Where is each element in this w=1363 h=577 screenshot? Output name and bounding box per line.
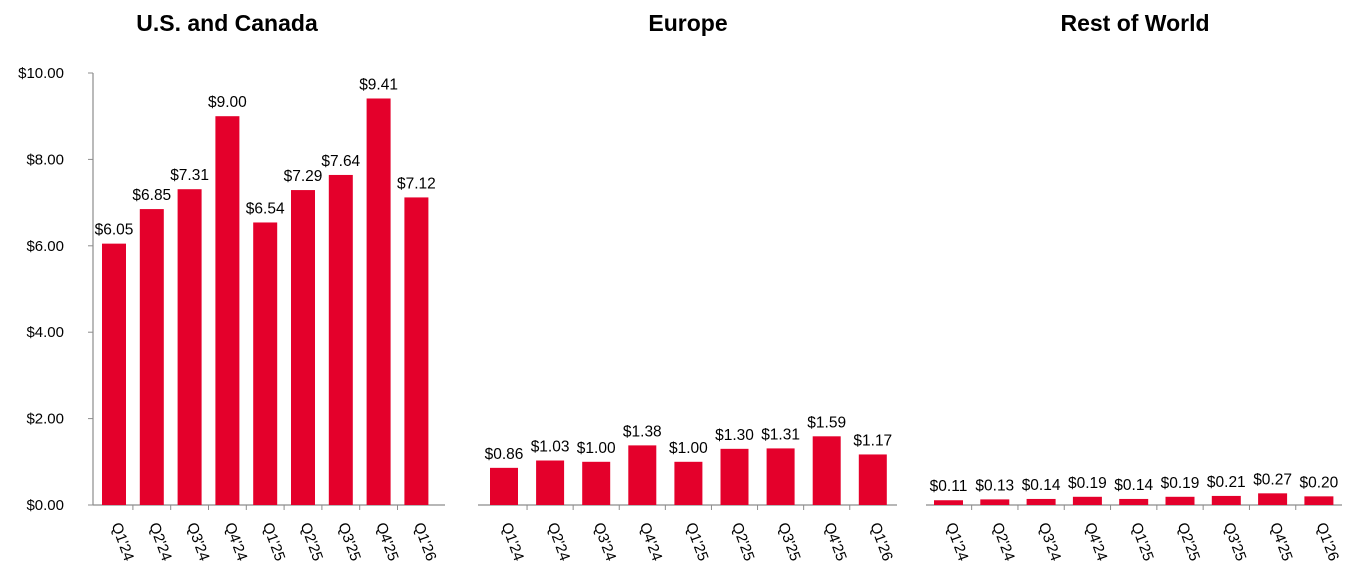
bar (1026, 498, 1056, 505)
bar (812, 436, 841, 505)
y-tick-label: $8.00 (26, 151, 64, 168)
bar (1119, 498, 1149, 505)
x-tick-label: Q2'24 (988, 520, 1018, 563)
x-tick-label: Q1'26 (410, 520, 440, 563)
x-tick-label: Q3'24 (590, 520, 620, 563)
data-label: $6.85 (132, 187, 171, 204)
bar (215, 116, 240, 505)
y-tick-label: $6.00 (26, 238, 64, 255)
bar (328, 174, 353, 505)
bar (1211, 495, 1241, 505)
data-label: $1.59 (807, 414, 846, 431)
x-tick-label: Q2'25 (297, 520, 327, 563)
data-label: $0.20 (1300, 474, 1339, 491)
x-tick-label: Q3'25 (774, 520, 804, 563)
data-label: $0.14 (1114, 477, 1153, 494)
data-label: $1.17 (853, 432, 892, 449)
data-label: $6.05 (95, 222, 134, 239)
data-label: $1.30 (715, 427, 754, 444)
bar (980, 499, 1010, 505)
data-label: $9.00 (208, 94, 247, 111)
data-label: $1.00 (669, 440, 708, 457)
bar (1258, 493, 1288, 505)
x-tick-label: Q1'24 (498, 520, 528, 563)
data-label: $1.00 (577, 440, 616, 457)
data-label: $0.86 (485, 446, 524, 463)
data-label: $0.21 (1207, 474, 1246, 491)
data-label: $9.41 (359, 76, 398, 93)
bar (1072, 496, 1102, 505)
bar (934, 500, 963, 505)
chart-title-3: Rest of World (1060, 10, 1209, 36)
chart-title-2: Europe (648, 10, 727, 36)
bar (404, 197, 429, 505)
x-tick-label: Q4'25 (820, 520, 850, 563)
x-tick-label: Q1'26 (1313, 520, 1343, 563)
data-label: $7.31 (170, 167, 209, 184)
data-label: $7.64 (321, 153, 360, 170)
data-label: $1.38 (623, 423, 662, 440)
x-tick-label: Q3'25 (1220, 520, 1250, 563)
x-tick-label: Q4'24 (221, 520, 251, 563)
bar (102, 243, 126, 505)
y-tick-label: $0.00 (26, 497, 64, 514)
x-tick-label: Q4'25 (372, 520, 402, 563)
bar (139, 209, 164, 505)
bar (858, 454, 887, 505)
data-label: $7.12 (397, 175, 436, 192)
x-tick-label: Q4'24 (636, 520, 666, 563)
x-tick-label: Q4'25 (1266, 520, 1296, 563)
y-tick-label: $2.00 (26, 411, 64, 428)
y-tick-label: $10.00 (18, 65, 64, 82)
x-tick-label: Q2'24 (544, 520, 574, 563)
y-tick-label: $4.00 (26, 324, 64, 341)
x-tick-label: Q1'26 (866, 520, 896, 563)
data-label: $0.11 (930, 478, 968, 495)
data-label: $1.31 (761, 426, 800, 443)
x-tick-label: Q2'25 (1174, 520, 1204, 563)
bar (490, 467, 518, 505)
bar (536, 460, 565, 505)
data-label: $1.03 (531, 439, 570, 456)
data-label: $0.19 (1068, 475, 1107, 492)
data-label: $0.14 (1022, 477, 1061, 494)
x-tick-label: Q3'25 (334, 520, 364, 563)
bar (253, 222, 278, 506)
data-label: $7.29 (284, 168, 323, 185)
bar (766, 448, 795, 505)
data-label: $0.13 (975, 477, 1014, 494)
x-tick-label: Q3'24 (183, 520, 213, 563)
x-tick-label: Q1'25 (259, 520, 289, 563)
x-tick-label: Q1'25 (1127, 520, 1157, 563)
x-tick-label: Q2'24 (145, 520, 175, 563)
bar (291, 190, 315, 505)
bar (366, 98, 391, 505)
x-tick-label: Q1'25 (682, 520, 712, 563)
x-tick-label: Q2'25 (728, 520, 758, 563)
chart-title-1: U.S. and Canada (136, 10, 318, 36)
x-tick-label: Q3'24 (1035, 520, 1065, 563)
data-label: $0.19 (1161, 475, 1200, 492)
bar (1304, 496, 1334, 505)
data-label: $0.27 (1253, 471, 1292, 488)
x-tick-label: Q1'24 (108, 520, 138, 563)
bar (720, 448, 749, 505)
bar (177, 189, 202, 505)
bar (582, 461, 611, 505)
bar (1165, 496, 1195, 505)
x-tick-label: Q1'24 (942, 520, 972, 563)
x-tick-label: Q4'24 (1081, 520, 1111, 563)
bar (674, 461, 703, 505)
bar (628, 445, 657, 505)
data-label: $6.54 (246, 200, 285, 217)
